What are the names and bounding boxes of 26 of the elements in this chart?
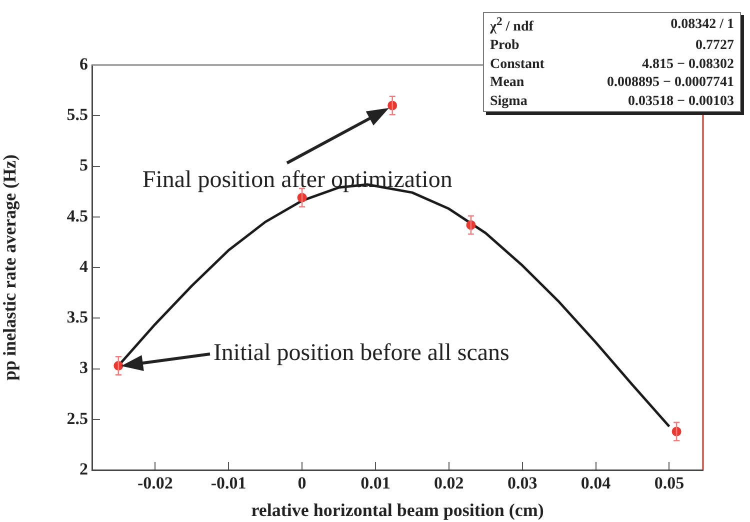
y-tick-label: 3.5 <box>66 308 88 327</box>
y-tick-label: 5.5 <box>66 105 88 124</box>
text: χ$^{2}$ / ndf 0.08342 / 1 <box>490 15 734 35</box>
y-tick-label: 5 <box>80 156 88 175</box>
x-tick-label: 0.01 <box>360 474 390 493</box>
text: Sigma 0.03518 − 0.00103 <box>490 94 734 109</box>
x-tick-label: 0.02 <box>434 474 464 493</box>
y-tick-label: 4 <box>80 256 88 276</box>
y-tick-label: 2 <box>80 459 88 478</box>
y-axis-title: pp inelastic rate average (Hz) <box>0 154 20 380</box>
x-tick-label: -0.02 <box>137 474 173 493</box>
y-tick-label: 4.5 <box>66 206 88 226</box>
text: Constant 4.815 − 0.08302 <box>490 56 734 72</box>
x-tick-label: 0.03 <box>507 474 538 493</box>
x-axis-title: relative horizontal beam position (cm) <box>251 500 544 520</box>
text: Prob 0.7727 <box>490 38 734 54</box>
x-tick-label: 0.04 <box>580 474 612 493</box>
x-tick-label: 0.05 <box>654 474 684 493</box>
annotation: Final position after optimization <box>142 166 452 193</box>
y-tick-label: 6 <box>80 54 88 74</box>
y-tick-label: 3 <box>80 358 88 378</box>
text: Mean 0.008895 − 0.0007741 <box>490 75 734 90</box>
annotation: Initial position before all scans <box>213 340 510 366</box>
x-tick-label: 0 <box>298 474 306 493</box>
y-tick-label: 2.5 <box>66 408 88 428</box>
x-tick-label: -0.01 <box>210 474 246 493</box>
